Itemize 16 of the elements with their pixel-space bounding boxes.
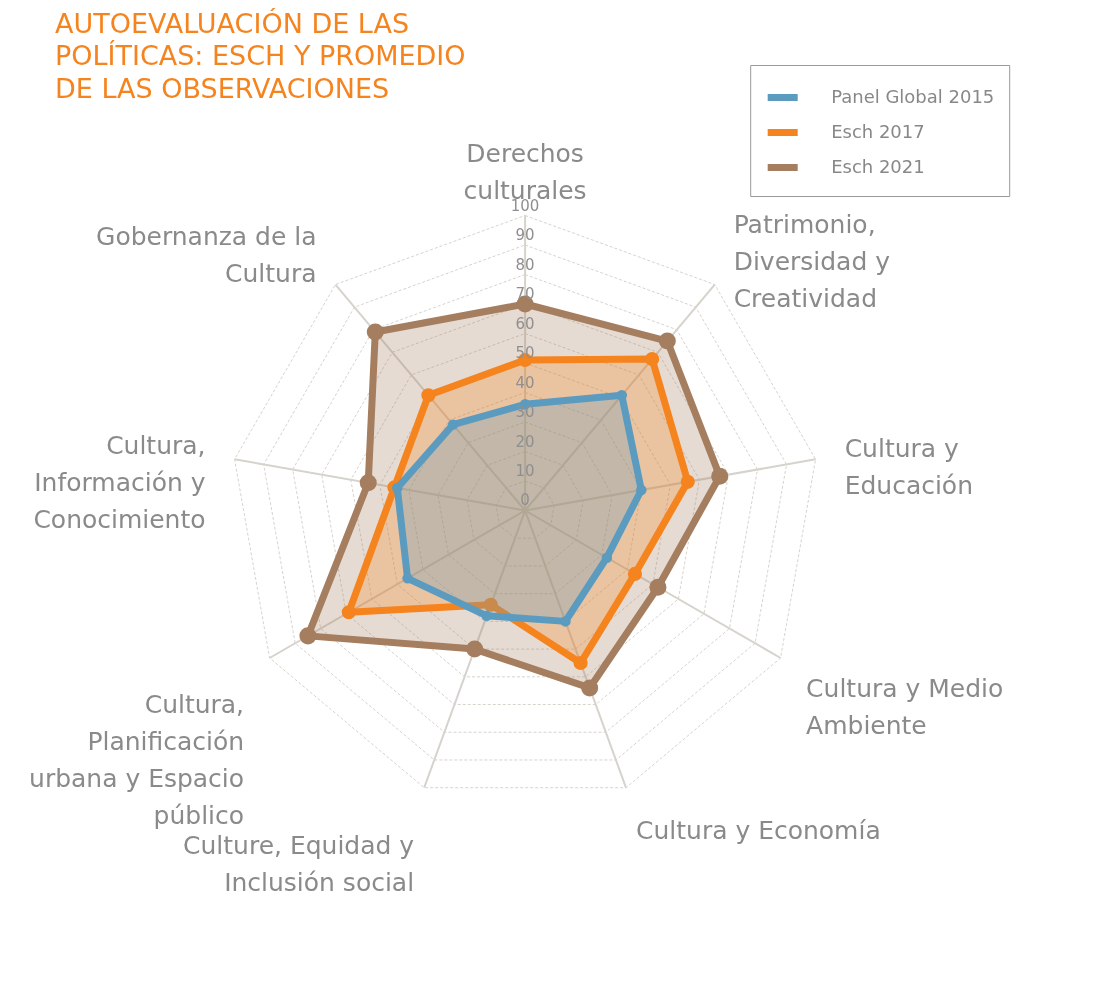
spoke-label: Cultura y Educación	[844, 433, 973, 500]
spoke-label: Patrimonio, Diversidad y Creatividad	[733, 209, 891, 313]
legend-label: Esch 2021	[831, 155, 925, 177]
spoke-label: Cultura y Economía	[636, 815, 881, 845]
spoke-label: Gobernanza de la Cultura	[96, 222, 317, 289]
chart-title: AUTOEVALUACIÓN DE LAS POLÍTICAS: ESCH Y PROMEDIO DE LAS OBSERVACIONES	[55, 7, 466, 105]
y-tick-label: 60	[515, 314, 535, 333]
legend-label: Panel Global 2015	[831, 85, 995, 107]
y-tick-label: 40	[515, 373, 535, 392]
spoke-label: Cultura y Medio Ambiente	[806, 673, 1004, 740]
spoke-label: Culture, Equidad y Inclusión social	[183, 830, 415, 897]
spoke-label: Cultura, Información y Conocimiento	[33, 430, 206, 534]
spoke-label: Cultura, Planificación urbana y Espacio público	[29, 690, 245, 831]
y-tick-label: 80	[515, 255, 535, 274]
legend-label: Esch 2017	[831, 120, 925, 142]
y-tick-label: 90	[515, 226, 535, 244]
